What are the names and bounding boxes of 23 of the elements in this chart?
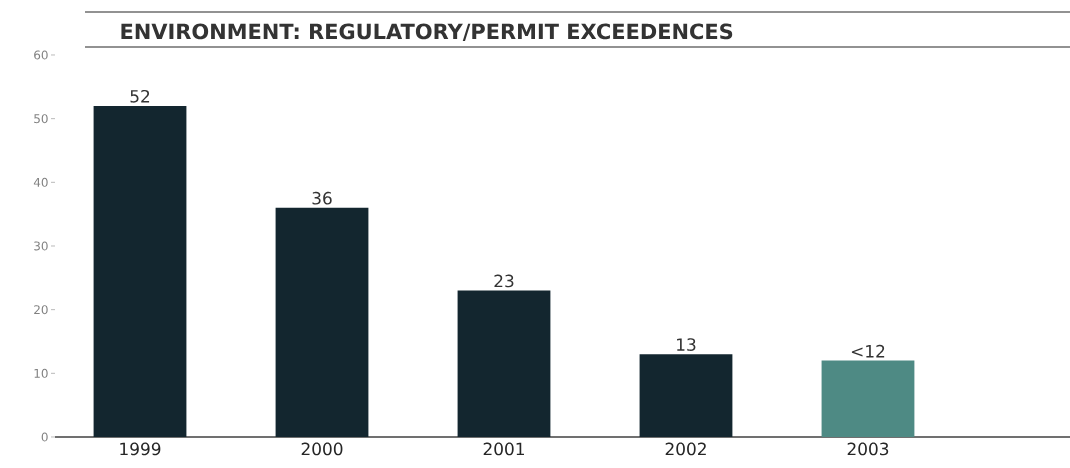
x-tick-label: 2003: [847, 442, 889, 456]
y-tick-label: 20: [34, 305, 48, 315]
y-tick-label: 30: [34, 241, 48, 251]
x-tick-label: 2000: [301, 442, 343, 456]
y-tick-label: 60: [34, 50, 48, 60]
bar: [639, 354, 733, 437]
chart-title: ENVIRONMENT: REGULATORY/PERMIT EXCEEDENCES: [121, 23, 733, 41]
data-label: <12: [851, 344, 885, 358]
x-tick-label: 2001: [483, 442, 524, 456]
data-label: 13: [677, 338, 696, 352]
bar: [275, 207, 369, 437]
bar: [821, 360, 915, 437]
bar: [93, 105, 187, 437]
data-label: 36: [312, 191, 332, 205]
x-tick-label: 1999: [120, 442, 161, 456]
y-tick-label: 50: [34, 114, 48, 124]
x-tick-label: 2002: [665, 442, 706, 456]
data-label: 23: [494, 274, 514, 288]
data-label: 52: [130, 89, 150, 103]
bar: [457, 290, 551, 437]
y-tick-label: 40: [33, 177, 48, 187]
y-tick-label: 10: [34, 368, 48, 378]
y-tick-label: 0: [41, 432, 48, 442]
